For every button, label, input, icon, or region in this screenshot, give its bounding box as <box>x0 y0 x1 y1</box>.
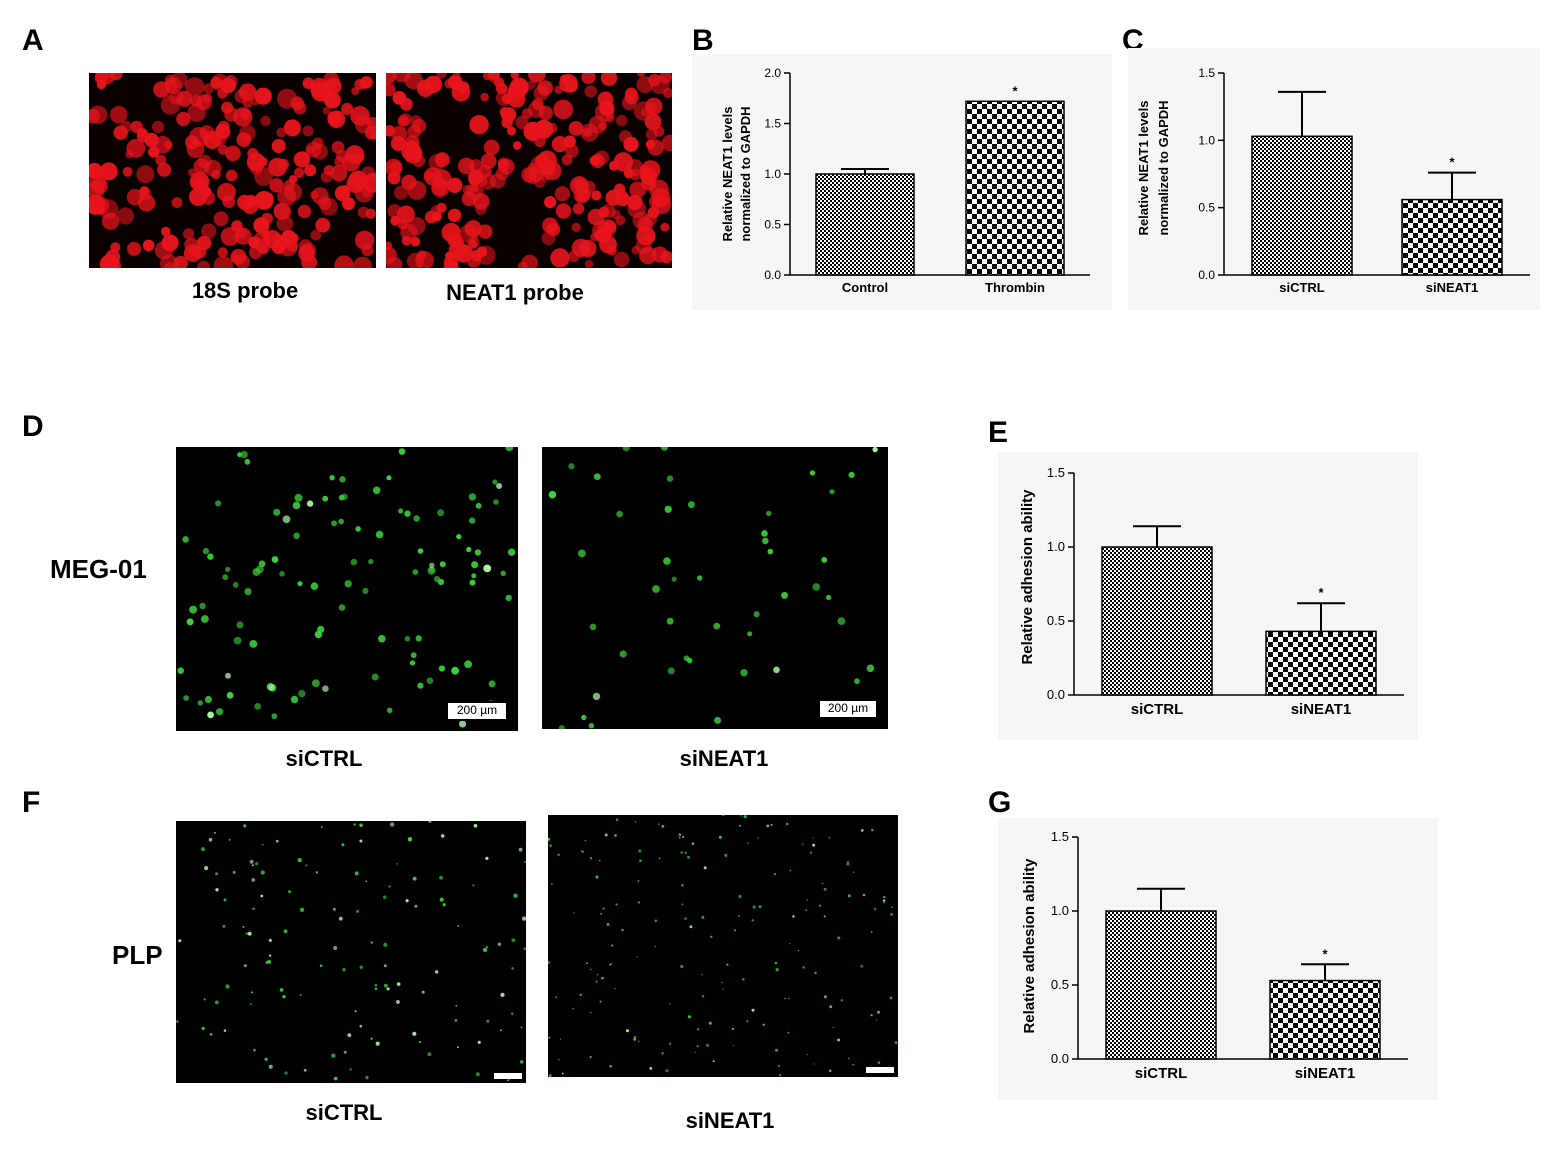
category-label: siNEAT1 <box>1426 280 1479 295</box>
category-label: siNEAT1 <box>1291 701 1352 718</box>
micrograph-plp-sictrl <box>176 821 526 1083</box>
caption-d-sineat1: siNEAT1 <box>679 746 769 771</box>
chart-g: 0.0 0.5 1.0 1.5 Relative adhesion ability siC… <box>998 818 1438 1100</box>
y-tick-label: 1.5 <box>764 117 781 131</box>
y-axis-label: Relative adhesion ability <box>1021 858 1038 1034</box>
y-tick-label: 0.5 <box>1047 613 1065 628</box>
bar-sictrl <box>1105 910 1217 1060</box>
y-tick-label: 1.0 <box>1047 539 1065 554</box>
significance-marker: * <box>1449 155 1455 170</box>
chart-c: 0.0 0.5 1.0 1.5 Relative NEAT1 levels normali… <box>1128 48 1540 310</box>
scale-bar-sictrl: 200 µm <box>446 701 508 721</box>
y-axis-label: Relative NEAT1 levels <box>1136 101 1151 236</box>
panel-letter-b: B <box>692 24 714 57</box>
y-tick-label: 0.5 <box>764 218 781 232</box>
y-tick-label: 1.5 <box>1051 829 1069 844</box>
row-label-plp: PLP <box>112 940 163 970</box>
y-tick-label: 0.0 <box>1198 268 1215 282</box>
row-label-meg01: MEG-01 <box>50 554 147 584</box>
scale-bar-plp-sineat1 <box>866 1067 894 1073</box>
category-label: siCTRL <box>1135 1065 1188 1082</box>
y-tick-label: 0.0 <box>1047 687 1065 702</box>
caption-18s-probe: 18S probe <box>191 278 299 303</box>
category-label: siNEAT1 <box>1295 1065 1356 1082</box>
y-tick-label: 1.0 <box>1051 903 1069 918</box>
bar-thrombin <box>965 100 1065 276</box>
category-label: Thrombin <box>985 280 1045 295</box>
caption-d-sictrl: siCTRL <box>285 746 363 771</box>
bar-control <box>815 173 915 276</box>
bar-sineat1 <box>1265 630 1377 696</box>
chart-b: 0.0 0.5 1.0 1.5 2.0 Relative NEAT1 levels norm… <box>692 54 1112 310</box>
y-tick-label: 1.5 <box>1047 465 1065 480</box>
y-axis-label: Relative NEAT1 levels <box>720 107 735 242</box>
micrograph-meg01-sineat1: 200 µm <box>542 447 888 729</box>
panel-letter-a: A <box>22 24 44 57</box>
y-tick-label: 0.0 <box>764 268 781 282</box>
panel-letter-d: D <box>22 410 44 443</box>
chart-e: 0.0 0.5 1.0 1.5 Relative adhesion ability siC… <box>998 452 1418 740</box>
panel-letter-f: F <box>22 786 41 819</box>
y-tick-label: 1.5 <box>1198 66 1215 80</box>
y-tick-label: 1.0 <box>1198 133 1215 147</box>
y-tick-label: 2.0 <box>764 66 781 80</box>
significance-marker: * <box>1322 946 1328 961</box>
micrograph-plp-sineat1 <box>548 815 898 1077</box>
y-tick-label: 0.0 <box>1051 1051 1069 1066</box>
y-tick-label: 0.5 <box>1051 977 1069 992</box>
caption-neat1-probe: NEAT1 probe <box>446 280 584 305</box>
significance-marker: * <box>1318 585 1324 600</box>
y-axis-label: Relative adhesion ability <box>1019 489 1036 665</box>
micrograph-neat1-probe <box>386 73 672 268</box>
bar-sineat1 <box>1269 979 1381 1060</box>
y-tick-label: 1.0 <box>764 167 781 181</box>
panel-letter-e: E <box>988 416 1009 449</box>
caption-f-sineat1: siNEAT1 <box>685 1108 775 1133</box>
bar-sineat1 <box>1401 198 1503 276</box>
y-axis-label: normalized to GAPDH <box>1156 100 1171 235</box>
scale-bar-sineat1: 200 µm <box>818 699 878 719</box>
bar-sictrl <box>1251 135 1353 276</box>
category-label: siCTRL <box>1279 280 1325 295</box>
scale-bar-plp-sictrl <box>494 1073 522 1079</box>
category-label: Control <box>842 280 888 295</box>
micrograph-18s-probe <box>89 73 376 268</box>
significance-marker: * <box>1012 83 1018 98</box>
y-tick-label: 0.5 <box>1198 201 1215 215</box>
bar-sictrl <box>1101 546 1213 696</box>
category-label: siCTRL <box>1131 701 1184 718</box>
panel-letter-g: G <box>988 786 1012 819</box>
caption-f-sictrl: siCTRL <box>305 1100 383 1125</box>
y-axis-label: normalized to GAPDH <box>738 106 753 241</box>
micrograph-meg01-sictrl: 200 µm <box>176 447 518 731</box>
